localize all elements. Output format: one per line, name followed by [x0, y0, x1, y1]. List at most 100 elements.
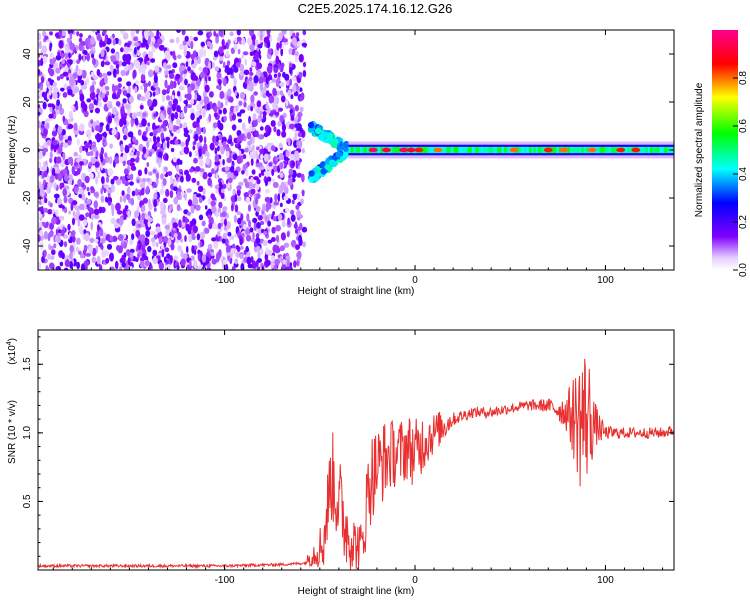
heatmap-noise-cell — [60, 52, 65, 59]
heatmap-noise-cell — [63, 206, 68, 214]
heatmap-noise-cell — [84, 142, 91, 149]
heatmap-noise-cell — [125, 103, 131, 110]
heatmap-noise-cell — [257, 227, 263, 235]
heatmap-noise-cell — [264, 253, 269, 261]
heatmap-noise-cell — [62, 115, 66, 123]
heatmap-noise-cell — [69, 32, 73, 40]
heatmap-noise-cell — [135, 119, 139, 126]
heatmap-noise-cell — [257, 266, 261, 270]
heatmap-noise-cell — [257, 134, 264, 140]
heatmap-noise-cell — [88, 161, 93, 168]
heatmap-noise-cell — [187, 86, 192, 95]
heatmap-noise-cell — [285, 98, 289, 107]
band-cell — [645, 146, 649, 154]
x-tick-label: -100 — [215, 275, 235, 286]
heatmap-noise-cell — [228, 96, 234, 103]
heatmap-noise-cell — [96, 109, 100, 114]
heatmap-noise-cell — [274, 245, 280, 254]
heatmap-noise-cell — [96, 230, 100, 239]
heatmap-noise-cell — [105, 124, 110, 132]
y-tick-label: -40 — [22, 238, 33, 253]
heatmap-noise-cell — [108, 156, 113, 165]
heatmap-noise-cell — [201, 220, 206, 227]
heatmap-noise-cell — [153, 207, 157, 212]
heatmap-noise-cell — [182, 40, 187, 47]
heatmap-noise-cell — [101, 73, 108, 78]
heatmap-noise-cell — [236, 30, 241, 36]
heatmap-noise-cell — [165, 52, 171, 61]
band-cell — [467, 146, 471, 154]
heatmap-noise-cell — [152, 168, 157, 174]
heatmap-noise-cell — [76, 31, 80, 37]
heatmap-noise-cell — [141, 178, 147, 182]
heatmap-noise-cell — [55, 209, 59, 217]
heatmap-noise-cell — [51, 249, 56, 256]
band-cell — [656, 146, 660, 154]
heatmap-noise-cell — [126, 81, 132, 87]
heatmap-noise-cell — [255, 237, 261, 244]
heatmap-noise-cell — [263, 36, 269, 44]
band-cell — [608, 146, 612, 154]
heatmap-noise-cell — [185, 223, 190, 232]
heatmap-noise-cell — [288, 168, 294, 176]
heatmap-noise-cell — [127, 257, 131, 266]
heatmap-noise-cell — [101, 132, 108, 137]
heatmap-noise-cell — [76, 69, 83, 76]
x-tick-label: -100 — [215, 575, 235, 586]
heatmap-noise-cell — [185, 245, 189, 254]
heatmap-noise-cell — [267, 220, 271, 227]
heatmap-noise-cell — [187, 66, 191, 72]
heatmap-noise-cell — [239, 253, 244, 259]
heatmap-noise-cell — [278, 153, 284, 161]
heatmap-noise-cell — [205, 157, 210, 165]
heatmap-noise-cell — [144, 56, 148, 65]
heatmap-noise-cell — [276, 42, 280, 51]
band-cell — [597, 146, 601, 154]
band-cell — [643, 146, 647, 154]
heatmap-noise-cell — [122, 233, 127, 239]
heatmap-noise-cell — [188, 234, 193, 243]
heatmap-noise-cell — [178, 85, 185, 91]
heatmap-noise-cell — [178, 219, 182, 228]
heatmap-noise-cell — [173, 55, 177, 61]
heatmap-noise-cell — [272, 165, 278, 173]
band-cell — [476, 146, 480, 154]
heatmap-noise-cell — [201, 254, 207, 263]
heatmap-noise-cell — [180, 258, 186, 267]
colorbar-tick-label: 0.2 — [738, 215, 749, 229]
heatmap-noise-cell — [272, 78, 276, 83]
heatmap-noise-cell — [118, 60, 123, 67]
heatmap-noise-cell — [152, 122, 156, 131]
heatmap-noise-cell — [155, 178, 159, 186]
heatmap-noise-cell — [265, 170, 270, 178]
heatmap-noise-cell — [126, 186, 131, 194]
heatmap-noise-cell — [52, 91, 58, 100]
heatmap-noise-cell — [236, 196, 242, 202]
heatmap-noise-cell — [167, 107, 172, 116]
heatmap-noise-cell — [38, 234, 41, 243]
heatmap-noise-cell — [166, 140, 170, 149]
heatmap-noise-cell — [93, 200, 99, 209]
heatmap-noise-cell — [290, 114, 295, 121]
heatmap-noise-cell — [163, 256, 167, 263]
heatmap-noise-cell — [173, 186, 178, 192]
heatmap-noise-cell — [45, 266, 50, 270]
heatmap-noise-cell — [217, 222, 222, 230]
band-cell — [526, 146, 530, 154]
band-cell — [391, 146, 395, 154]
heatmap-noise-cell — [160, 244, 165, 250]
heatmap-noise-cell — [46, 221, 49, 227]
heatmap-noise-cell — [252, 118, 258, 127]
ridge-peak — [399, 147, 409, 153]
ridge-peak — [368, 147, 378, 153]
heatmap-noise-cell — [198, 135, 203, 143]
heatmap-noise-cell — [225, 146, 231, 153]
heatmap-noise-cell — [135, 30, 140, 34]
heatmap-noise-cell — [287, 217, 291, 225]
heatmap-noise-cell — [136, 151, 140, 156]
colorbar-ticks: 0.0 0.2 0.4 0.6 0.8 — [733, 71, 749, 277]
heatmap-streak-cell — [313, 175, 320, 182]
heatmap-noise-cell — [153, 74, 158, 84]
heatmap-noise-cell — [210, 251, 215, 257]
heatmap-noise-cell — [181, 190, 185, 197]
